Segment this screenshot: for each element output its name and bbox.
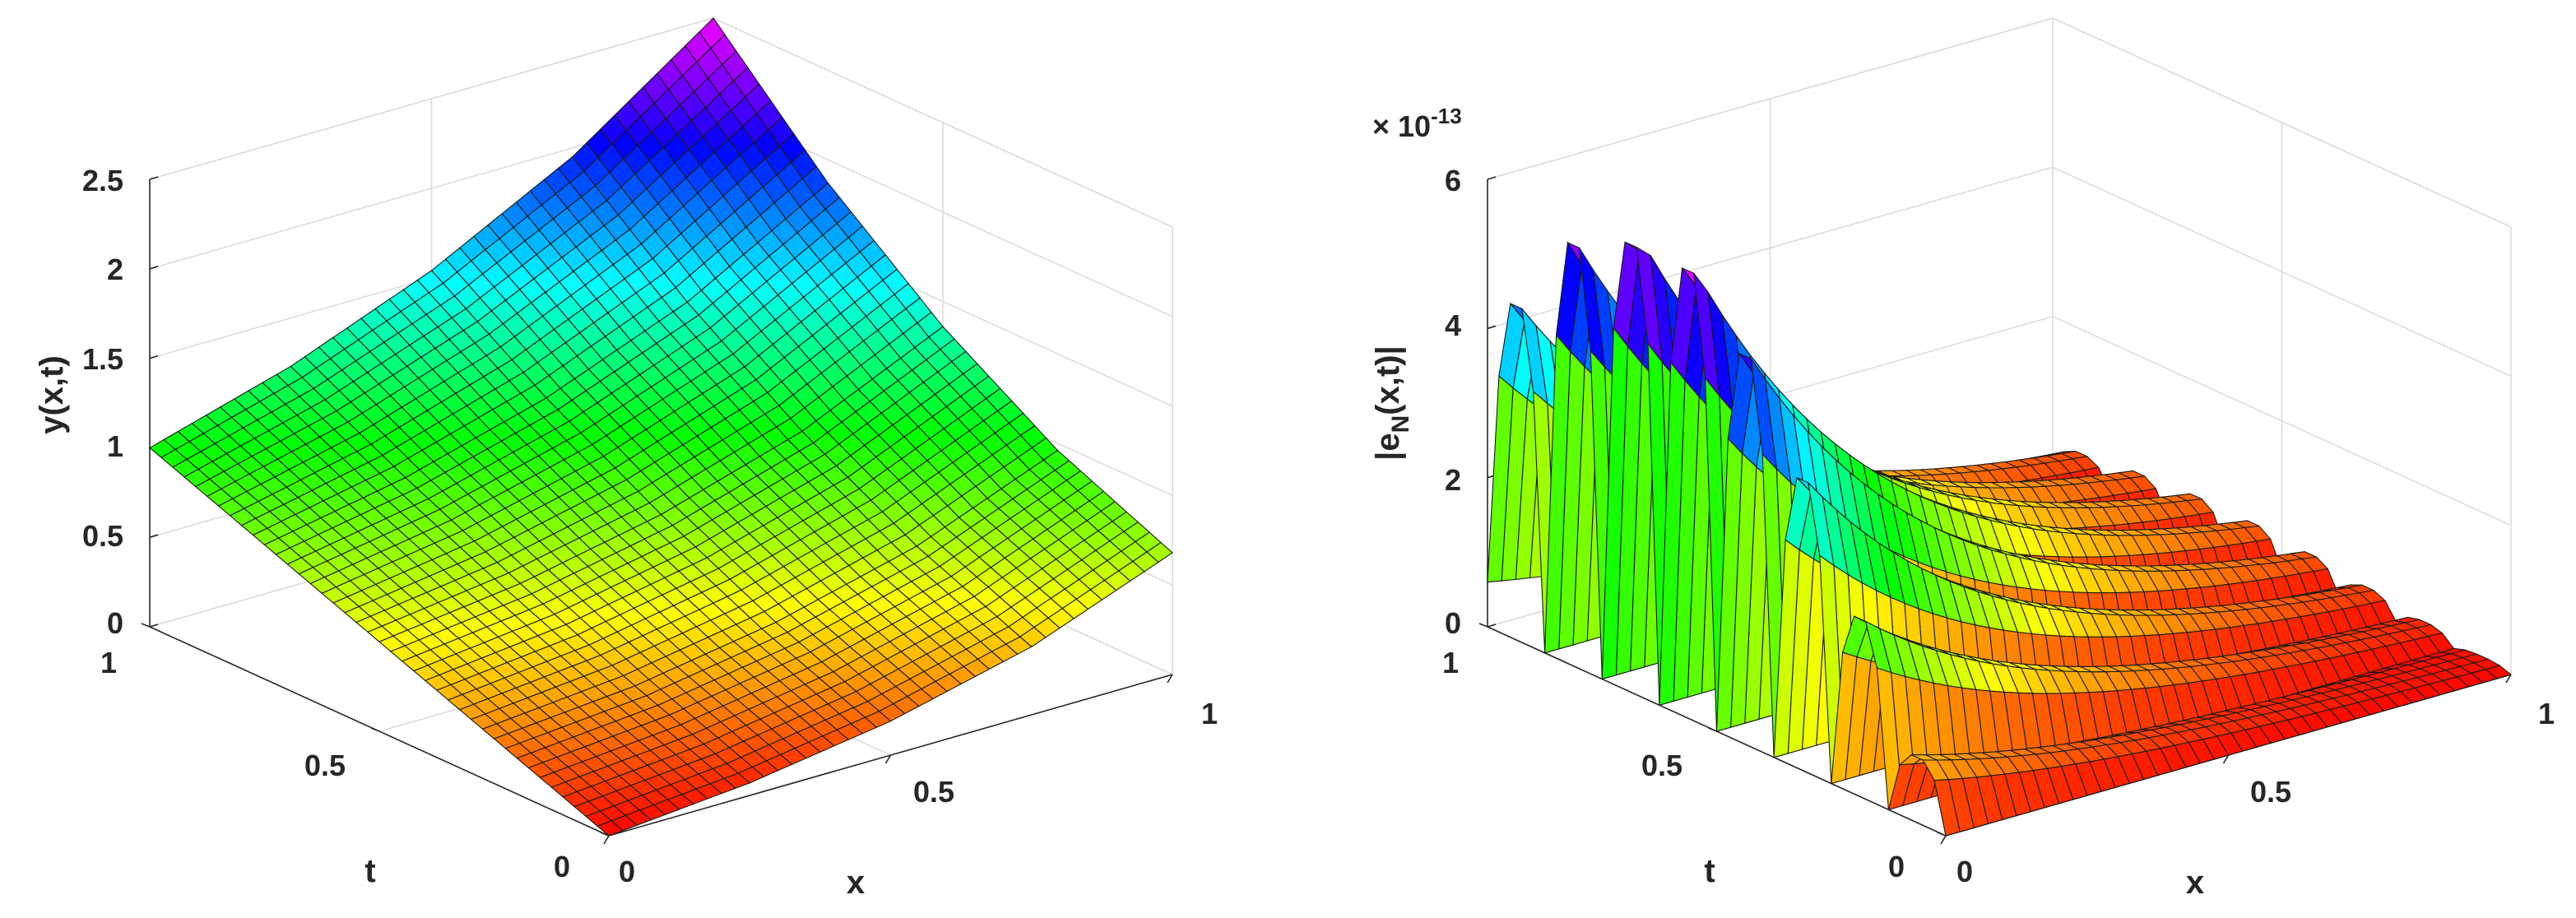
z-tick-label: 0: [1445, 606, 1461, 640]
x-axis-label-left: x: [847, 865, 865, 901]
t-tick-label: 0: [554, 850, 570, 883]
t-axis-label-right: t: [1704, 853, 1715, 889]
z-tick-label: 6: [1445, 164, 1461, 197]
x-tick-label: 1: [1201, 697, 1218, 730]
z-tick-labels-right: 0 2 4 6: [1445, 164, 1461, 640]
surface-error: [1487, 241, 2513, 837]
x-tick-labels-left: 0 0.5 1: [619, 697, 1218, 888]
x-tick-label: 0.5: [2250, 775, 2291, 809]
z-multiplier: × 10-13: [1372, 104, 1462, 143]
z-tick-label: 2: [107, 253, 123, 286]
x-tick-label: 0: [1956, 855, 1973, 888]
t-tick-labels-left: 0 0.5 1: [100, 646, 570, 883]
back-box-edges-right: [1487, 17, 2512, 675]
t-axis-label-left: t: [364, 853, 375, 889]
z-tick-label: 4: [1445, 308, 1461, 342]
z-axis-label-tail: (x,t)|: [1370, 345, 1406, 415]
z-tick-label: 0.5: [82, 519, 123, 553]
t-tick-labels-right: 0 0.5 1: [1442, 646, 1905, 883]
surface-solution: [149, 17, 1173, 837]
t-tick-label: 0.5: [304, 749, 346, 782]
t-tick-label: 0.5: [1641, 749, 1683, 782]
z-axis-label-right: |eN(x,t)|: [1370, 345, 1414, 461]
z-multiplier-base: × 10-13: [1372, 104, 1462, 143]
x-axis-label-right: x: [2186, 865, 2204, 901]
z-tick-label: 1: [107, 429, 123, 463]
z-tick-label: 0: [107, 606, 123, 640]
surface-patch: [596, 820, 624, 837]
t-tick-label: 1: [1442, 646, 1459, 679]
z-axis-label-main: |e: [1370, 433, 1406, 460]
panel-error: × 10-13 0 2 4 6 |eN(x,t)| 0 0.5 1 t 0 0.…: [1370, 17, 2555, 901]
z-multiplier-base-text: × 10: [1372, 109, 1431, 143]
z-tick-labels-left: 0 0.5 1 1.5 2 2.5: [82, 164, 123, 640]
t-tick-label: 0: [1888, 850, 1905, 883]
z-multiplier-exponent: -13: [1431, 104, 1462, 128]
z-tick-label: 1.5: [82, 342, 123, 376]
x-tick-labels-right: 0 0.5 1: [1956, 697, 2555, 888]
panel-solution: 0 0.5 1 1.5 2 2.5 y(x,t) 0 0.5 1 t 0 0.5…: [34, 17, 1218, 901]
x-tick-label: 0: [619, 855, 635, 888]
x-tick-label: 0.5: [913, 775, 954, 809]
z-axis-label-subscript: N: [1387, 415, 1414, 434]
x-tick-label: 1: [2538, 697, 2555, 730]
z-axis-label-left: y(x,t): [34, 355, 70, 434]
z-tick-label: 2: [1445, 463, 1461, 497]
surface-patch: [1933, 779, 1961, 837]
t-tick-label: 1: [100, 646, 117, 679]
z-tick-label: 2.5: [82, 164, 123, 197]
